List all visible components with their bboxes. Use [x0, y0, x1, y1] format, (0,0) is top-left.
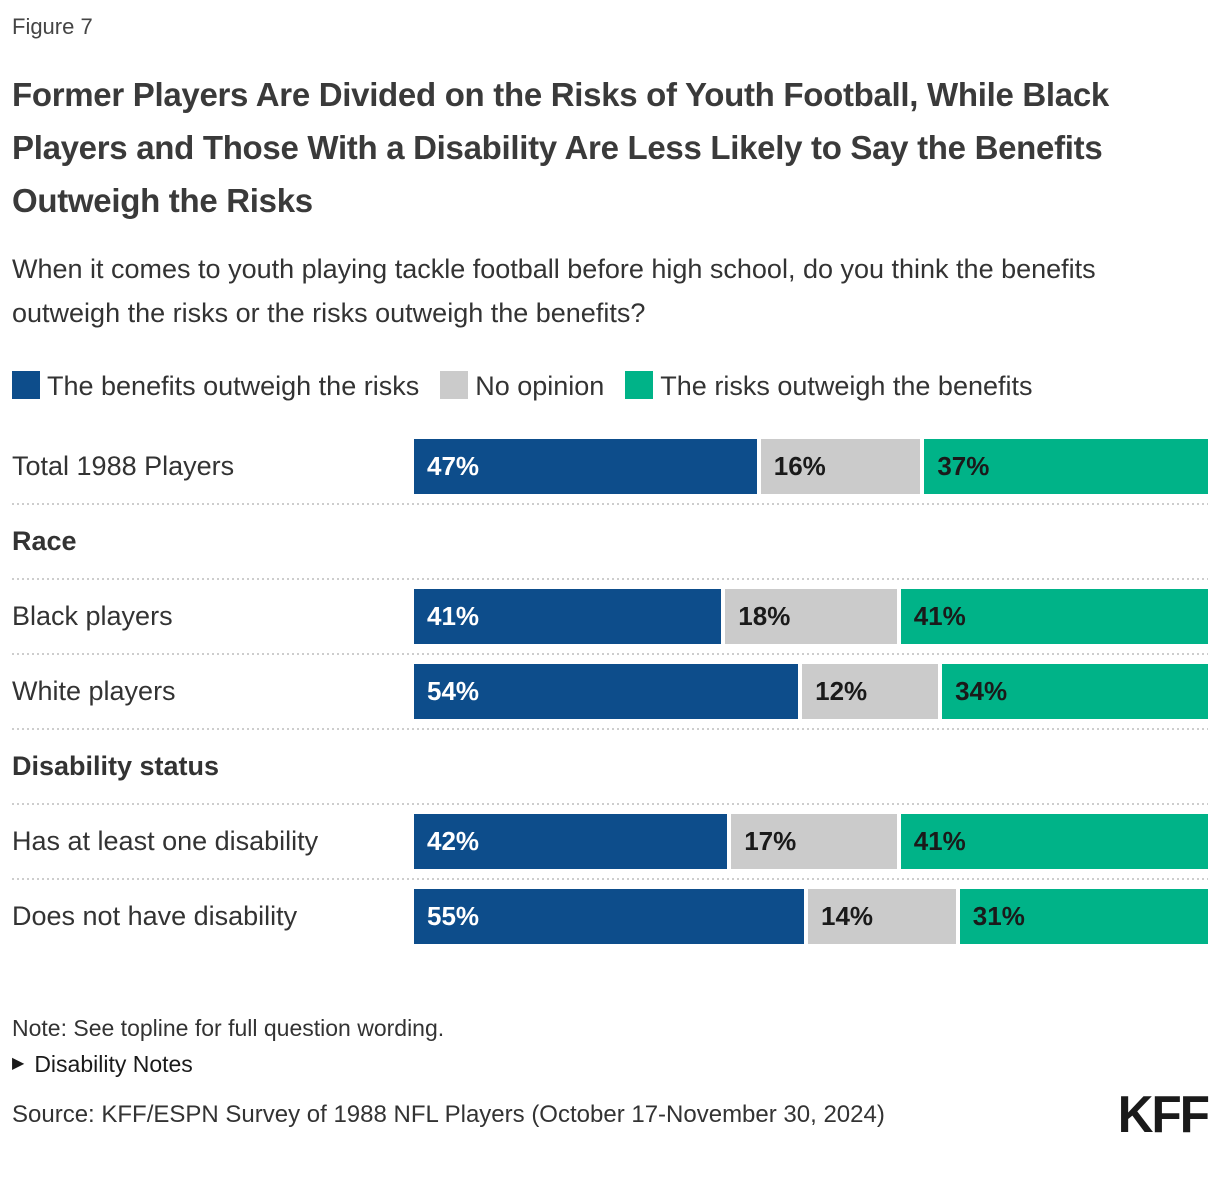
bar-track: 55% 14% 31%: [414, 889, 1208, 944]
bar-value-label: 34%: [955, 676, 1008, 706]
bar-value-label: 41%: [913, 826, 966, 856]
category-label: Total 1988 Players: [12, 451, 235, 481]
bar-segment-benefits: 54%: [414, 664, 799, 719]
section-header-row: Disability status: [12, 730, 1208, 803]
bar-value-label: 12%: [815, 676, 868, 706]
footer: Note: See topline for full question word…: [12, 1013, 1210, 1144]
row-separator: [12, 878, 1208, 880]
bar-value-label: 41%: [427, 601, 480, 631]
row-separator: [12, 803, 1208, 805]
bar-segment-no-opinion: 14%: [808, 889, 956, 944]
category-label: Does not have disability: [12, 901, 298, 931]
bar-value-label: 37%: [937, 451, 990, 481]
disability-notes-toggle[interactable]: ▶ Disability Notes: [12, 1049, 193, 1079]
bar-segment-risks: 37%: [924, 439, 1208, 494]
bar-value-label: 54%: [427, 676, 480, 706]
legend-label: The benefits outweigh the risks: [47, 371, 420, 401]
category-label: White players: [12, 676, 176, 706]
legend-swatch-no-opinion: [440, 371, 469, 399]
bar-value-label: 55%: [427, 901, 480, 931]
legend-label: The risks outweigh the benefits: [660, 371, 1033, 401]
bar-segment-risks: 31%: [959, 889, 1208, 944]
source-text: Source: KFF/ESPN Survey of 1988 NFL Play…: [12, 1101, 885, 1128]
bar-value-label: 41%: [913, 601, 966, 631]
bar-row: Does not have disability 55% 14% 31%: [12, 880, 1208, 953]
expand-triangle-icon: ▶: [12, 1055, 25, 1072]
disability-notes-label: Disability Notes: [34, 1051, 193, 1077]
bar-row: White players 54% 12% 34%: [12, 655, 1208, 728]
legend-label: No opinion: [475, 371, 605, 401]
bar-segment-benefits: 42%: [414, 814, 728, 869]
bar-track: 54% 12% 34%: [414, 664, 1208, 719]
legend: The benefits outweigh the risks No opinio…: [12, 359, 1102, 414]
bar-segment-no-opinion: 17%: [731, 814, 897, 869]
chart-page: Figure 7 Former Players Are Divided on t…: [12, 14, 1210, 1144]
legend-item-no-opinion: No opinion: [440, 371, 604, 401]
bar-row: Has at least one disability 42% 17% 41%: [12, 805, 1208, 878]
section-header-label: Disability status: [12, 751, 220, 781]
bar-segment-risks: 41%: [900, 589, 1208, 644]
bar-value-label: 42%: [427, 826, 480, 856]
bar-segment-benefits: 47%: [414, 439, 757, 494]
bar-value-label: 47%: [427, 451, 480, 481]
bar-segment-no-opinion: 18%: [725, 589, 897, 644]
legend-item-risks: The risks outweigh the benefits: [625, 371, 1033, 401]
legend-swatch-risks: [625, 371, 654, 399]
bar-segment-no-opinion: 12%: [802, 664, 939, 719]
bar-value-label: 18%: [738, 601, 791, 631]
category-label: Black players: [12, 601, 173, 631]
bar-value-label: 14%: [821, 901, 874, 931]
bar-segment-risks: 34%: [942, 664, 1208, 719]
source-row: Source: KFF/ESPN Survey of 1988 NFL Play…: [12, 1086, 1210, 1144]
legend-item-benefits: The benefits outweigh the risks: [12, 371, 419, 401]
chart-rows: Total 1988 Players 47% 16% 37% Race Black pla…: [12, 430, 1208, 953]
category-label: Has at least one disability: [12, 826, 319, 856]
row-separator: [12, 653, 1208, 655]
section-header-row: Race: [12, 505, 1208, 578]
legend-swatch-benefits: [12, 371, 40, 399]
kff-logo[interactable]: KFF: [1117, 1086, 1210, 1144]
chart-title: Former Players Are Divided on the Risks …: [12, 76, 1109, 219]
row-separator: [12, 503, 1208, 505]
bar-track: 42% 17% 41%: [414, 814, 1208, 869]
bar-value-label: 31%: [972, 901, 1025, 931]
section-header-label: Race: [12, 526, 77, 556]
bar-segment-benefits: 41%: [414, 589, 722, 644]
bar-track: 47% 16% 37%: [414, 439, 1208, 494]
row-separator: [12, 728, 1208, 730]
figure-label: Figure 7: [12, 14, 93, 39]
bar-segment-risks: 41%: [900, 814, 1208, 869]
chart-subtitle: When it comes to youth playing tackle fo…: [12, 254, 1096, 328]
row-separator: [12, 578, 1208, 580]
bar-value-label: 17%: [744, 826, 797, 856]
bar-row: Black players 41% 18% 41%: [12, 580, 1208, 653]
note-text: Note: See topline for full question word…: [12, 1015, 445, 1041]
bar-segment-benefits: 55%: [414, 889, 805, 944]
bar-row: Total 1988 Players 47% 16% 37%: [12, 430, 1208, 503]
bar-track: 41% 18% 41%: [414, 589, 1208, 644]
bar-value-label: 16%: [773, 451, 826, 481]
bar-segment-no-opinion: 16%: [760, 439, 921, 494]
